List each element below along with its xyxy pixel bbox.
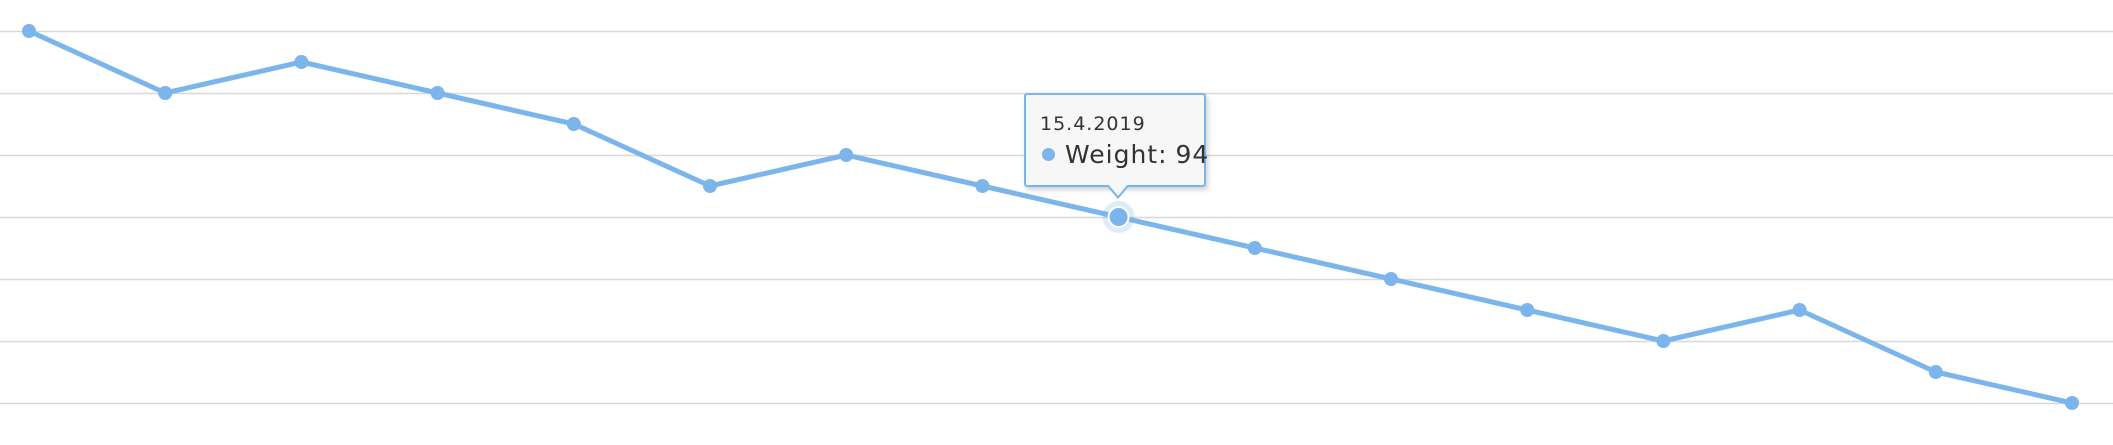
tooltip-date: 15.4.2019	[1040, 113, 1146, 135]
data-point-highlighted[interactable]	[1107, 206, 1130, 228]
series-markers	[22, 24, 2079, 410]
gridlines	[0, 30, 2113, 405]
tooltip-series-label: Weight:	[1065, 139, 1168, 169]
data-point[interactable]	[975, 179, 990, 193]
data-point[interactable]	[1520, 303, 1535, 317]
series-weight	[26, 28, 2075, 406]
data-point[interactable]	[1792, 303, 1807, 317]
data-point[interactable]	[1656, 334, 1671, 348]
data-point[interactable]	[703, 179, 717, 193]
data-point[interactable]	[22, 24, 36, 38]
data-point[interactable]	[430, 86, 445, 100]
data-point[interactable]	[1928, 365, 1943, 379]
data-tooltip: 15.4.2019 Weight: 94	[1024, 93, 1209, 199]
data-point[interactable]	[294, 55, 309, 69]
tooltip-arrow-inner	[1108, 184, 1128, 196]
data-point[interactable]	[158, 86, 173, 100]
data-point[interactable]	[1247, 241, 1262, 255]
data-point[interactable]	[2065, 396, 2079, 410]
series-line	[26, 28, 2075, 406]
data-point[interactable]	[839, 148, 854, 162]
tooltip-value: 94	[1175, 139, 1210, 169]
series-color-dot-icon	[1042, 147, 1055, 161]
tooltip-series-row: Weight: 94	[1042, 139, 1209, 169]
data-point[interactable]	[566, 117, 581, 131]
data-point[interactable]	[1384, 272, 1398, 286]
